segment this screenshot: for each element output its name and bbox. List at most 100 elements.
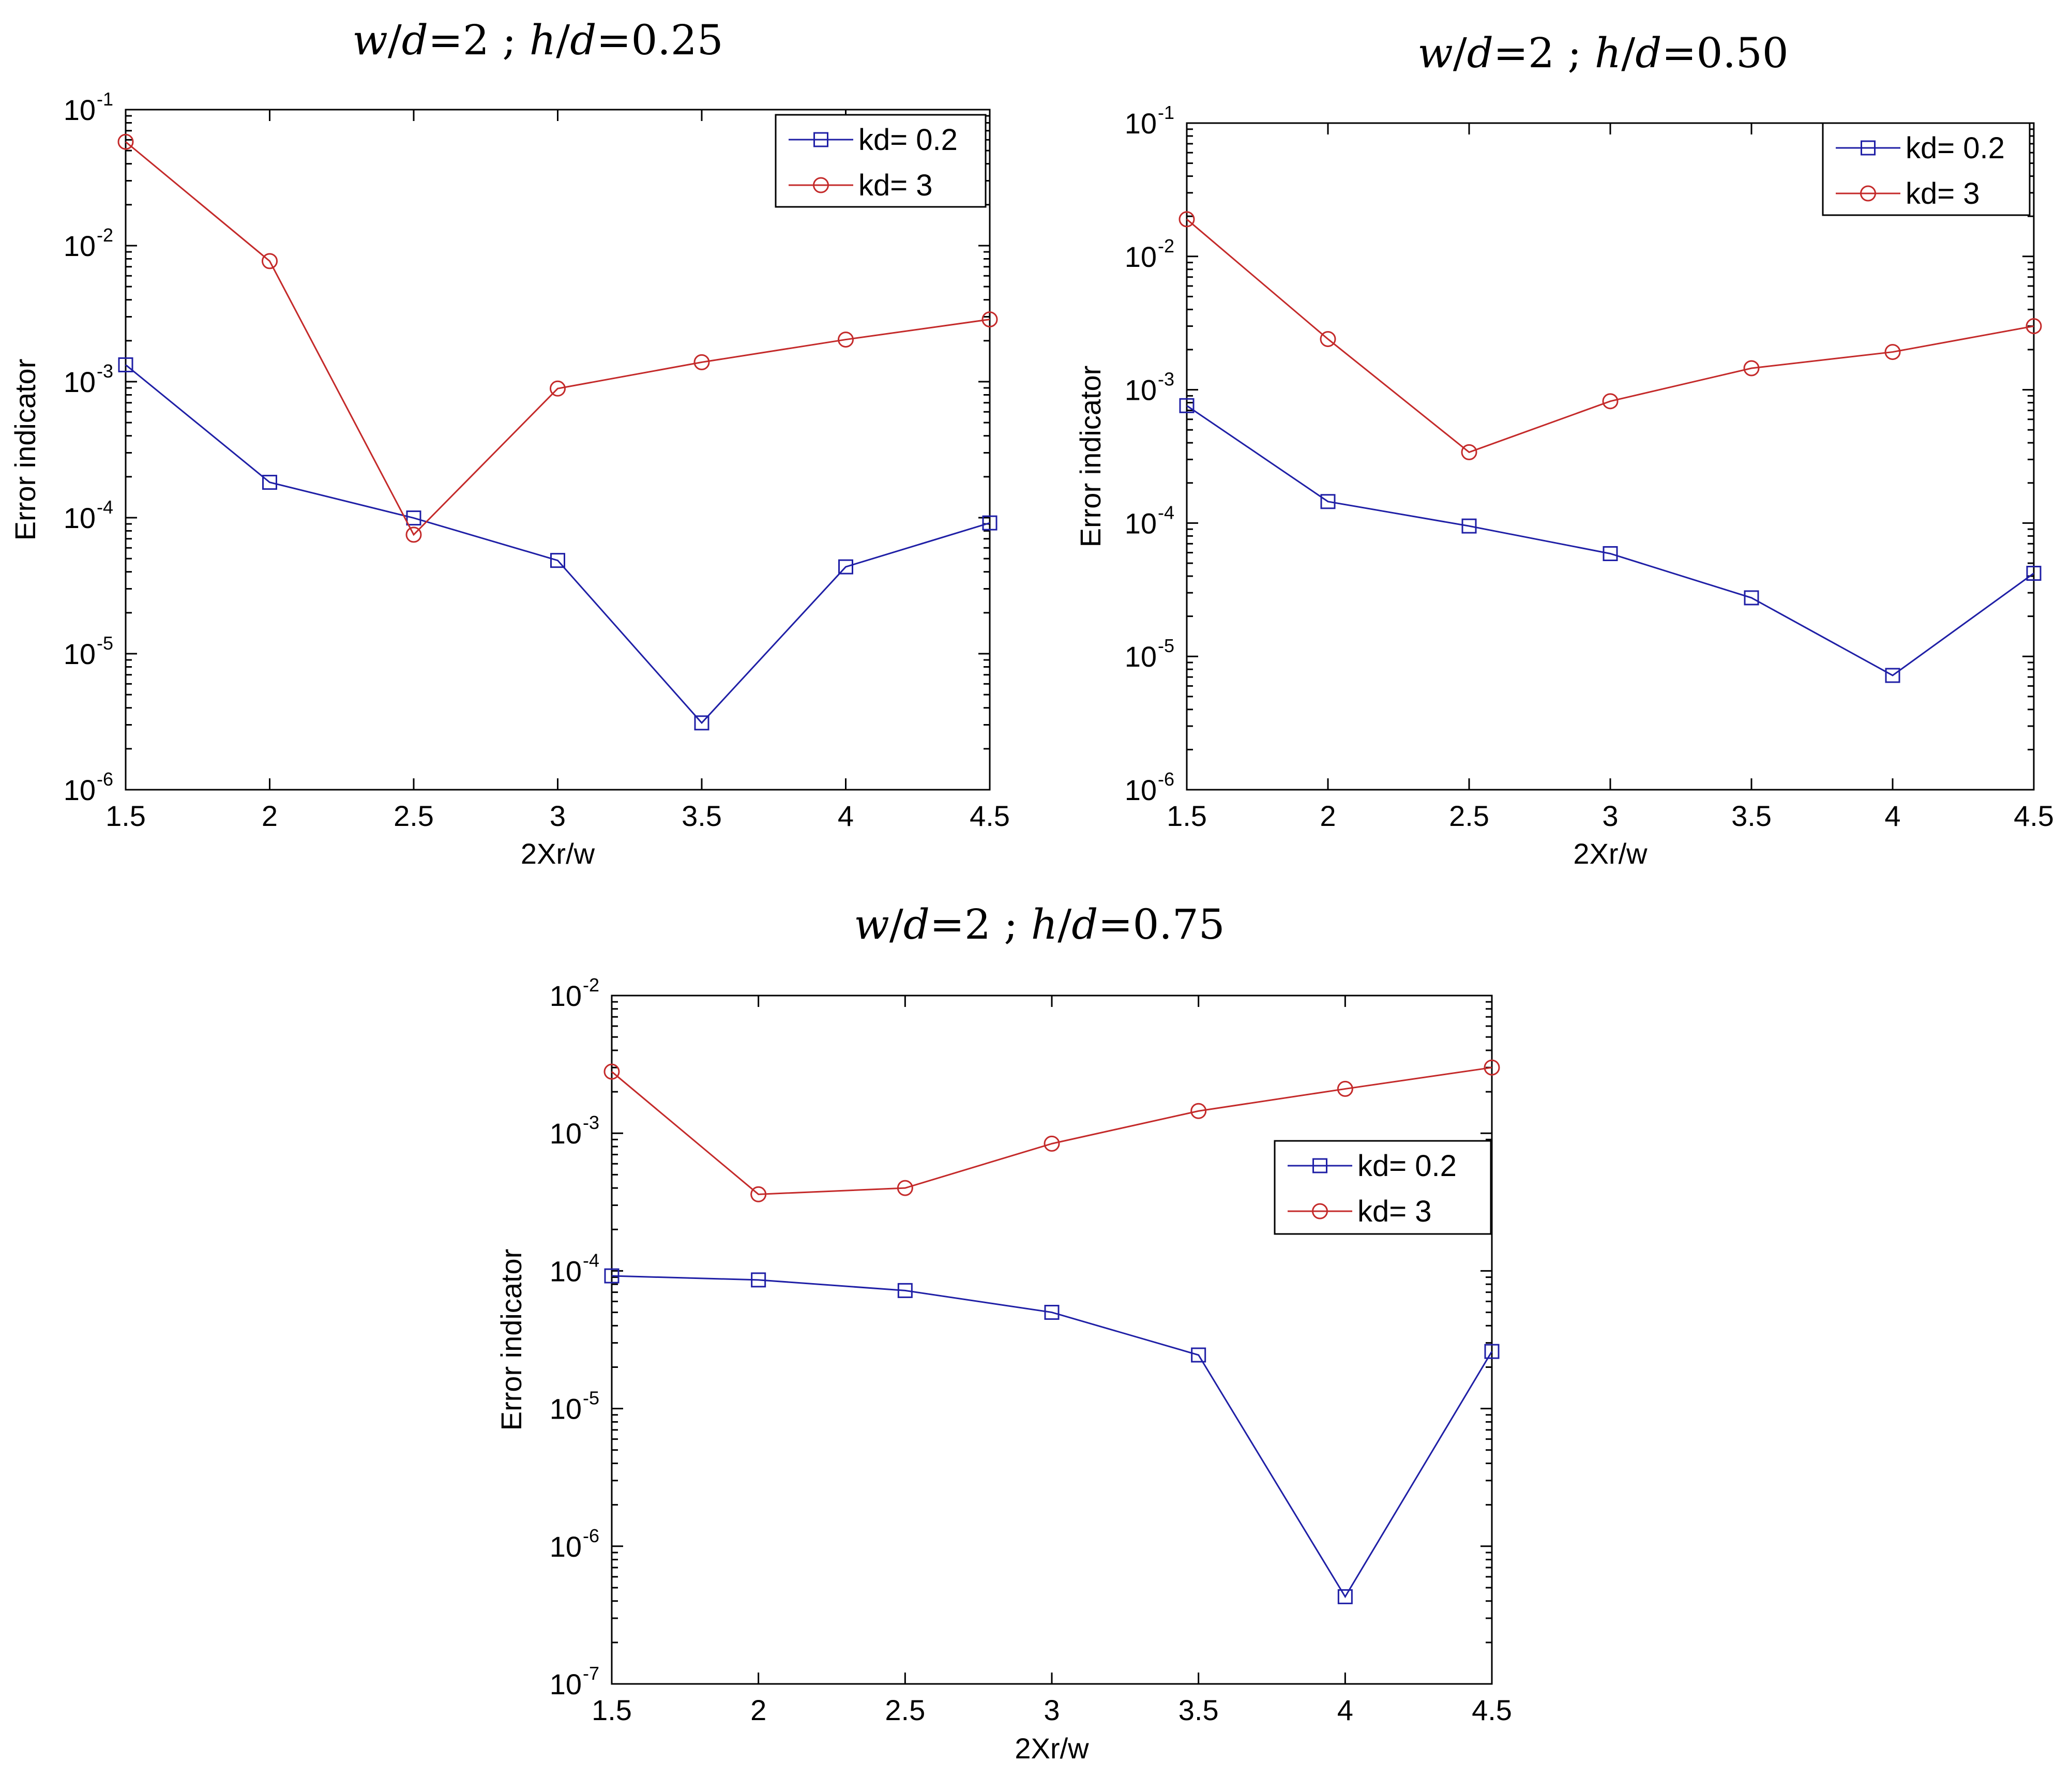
data-point-kd-02 bbox=[406, 510, 421, 526]
y-tick-label: 10 bbox=[64, 230, 96, 262]
chart-title-part: d bbox=[402, 16, 428, 64]
y-axis-label: Error indicator bbox=[9, 359, 41, 541]
y-tick-label: 10 bbox=[1125, 374, 1157, 406]
chart-title-part: =2 ; bbox=[1493, 29, 1595, 77]
series-line-kd-3 bbox=[611, 1066, 1492, 1195]
x-tick-label: 2 bbox=[1320, 800, 1336, 832]
y-tick-label: 10 bbox=[1125, 774, 1157, 806]
x-axis-label: 2Xr/w bbox=[1573, 837, 1648, 870]
x-tick-label: 4 bbox=[1884, 800, 1900, 832]
chart-title-part: / bbox=[1453, 29, 1467, 77]
chart-title-part: / bbox=[889, 900, 903, 948]
y-tick-exponent: -2 bbox=[97, 224, 113, 246]
x-tick-label: 2.5 bbox=[885, 1694, 925, 1726]
series-line-kd-3 bbox=[125, 141, 990, 536]
chart-title-part: d bbox=[570, 16, 596, 64]
y-tick-label: 10 bbox=[550, 1117, 582, 1150]
x-tick-label: 4 bbox=[1337, 1694, 1353, 1726]
data-point-kd-3 bbox=[1484, 1059, 1500, 1076]
legend-label-kd-3: kd= 3 bbox=[1357, 1195, 1432, 1228]
data-point-kd-3 bbox=[2026, 318, 2042, 335]
x-tick-label: 3 bbox=[1044, 1694, 1060, 1726]
chart-title-part: / bbox=[388, 16, 402, 64]
data-point-kd-3 bbox=[1178, 211, 1195, 228]
plot-frame bbox=[611, 995, 1493, 1685]
chart-title-part: / bbox=[556, 16, 570, 64]
chart-title-part: h bbox=[530, 16, 556, 64]
data-point-kd-3 bbox=[1337, 1080, 1353, 1097]
legend: kd= 0.2 kd= 3 bbox=[1822, 122, 2031, 216]
legend-label-kd-02: kd= 0.2 bbox=[1357, 1149, 1457, 1183]
x-tick-label: 1.5 bbox=[1167, 800, 1207, 832]
y-tick-exponent: -6 bbox=[97, 769, 113, 790]
data-point-kd-02 bbox=[1191, 1347, 1206, 1363]
x-tick-label: 2 bbox=[750, 1694, 766, 1726]
legend-marker-kd-02 bbox=[1861, 140, 1876, 156]
chart-title-part: =0.75 bbox=[1098, 900, 1225, 948]
x-tick-label: 4.5 bbox=[970, 800, 1010, 832]
chart-title-part: =2 ; bbox=[428, 16, 530, 64]
data-point-kd-3 bbox=[1320, 331, 1336, 348]
series-line-kd-02 bbox=[125, 364, 990, 725]
data-point-kd-3 bbox=[1190, 1103, 1207, 1119]
legend: kd= 0.2 kd= 3 bbox=[775, 114, 987, 208]
chart-title-part: / bbox=[1057, 900, 1071, 948]
x-tick-label: 2.5 bbox=[1449, 800, 1489, 832]
y-tick-label: 10 bbox=[550, 1255, 582, 1287]
x-tick-label: 2 bbox=[262, 800, 278, 832]
y-tick-exponent: -3 bbox=[583, 1112, 599, 1133]
data-point-kd-3 bbox=[981, 311, 998, 328]
chart-title-part: =0.50 bbox=[1661, 29, 1788, 77]
legend-box bbox=[775, 114, 987, 208]
data-point-kd-02 bbox=[694, 715, 709, 731]
plot-frame bbox=[125, 109, 991, 791]
legend-box bbox=[1274, 1140, 1492, 1235]
x-tick-label: 1.5 bbox=[105, 800, 146, 832]
chart-title-part: w bbox=[854, 900, 889, 948]
y-tick-exponent: -2 bbox=[583, 974, 599, 996]
data-point-kd-02 bbox=[262, 475, 277, 490]
y-axis-label: Error indicator bbox=[495, 1249, 527, 1431]
data-point-kd-02 bbox=[1603, 546, 1618, 561]
data-point-kd-3 bbox=[405, 526, 422, 543]
y-tick-label: 10 bbox=[550, 980, 582, 1012]
chart-title-part: w bbox=[1417, 29, 1453, 77]
legend: kd= 0.2 kd= 3 bbox=[1274, 1140, 1492, 1235]
chart-title-part: / bbox=[1621, 29, 1635, 77]
y-tick-exponent: -7 bbox=[583, 1663, 599, 1684]
x-tick-label: 3.5 bbox=[682, 800, 722, 832]
data-point-kd-02 bbox=[838, 559, 853, 575]
x-tick-label: 3 bbox=[1602, 800, 1618, 832]
data-point-kd-02 bbox=[550, 553, 565, 568]
chart-title-part: d bbox=[1071, 900, 1098, 948]
data-point-kd-3 bbox=[838, 332, 854, 348]
data-point-kd-3 bbox=[603, 1063, 620, 1080]
data-point-kd-02 bbox=[1179, 398, 1195, 413]
y-tick-label: 10 bbox=[550, 1393, 582, 1425]
chart-panel-hd-075: w/d=2 ; h/d=0.7510-710-610-510-410-310-2… bbox=[495, 900, 1512, 1765]
data-point-kd-02 bbox=[118, 357, 133, 372]
x-tick-label: 2.5 bbox=[394, 800, 434, 832]
chart-title-part: d bbox=[1635, 29, 1661, 77]
y-tick-exponent: -4 bbox=[583, 1249, 599, 1271]
legend-box bbox=[1822, 122, 2031, 216]
chart-title: w/d=2 ; h/d=0.50 bbox=[1417, 29, 1788, 77]
series-line-kd-3 bbox=[1186, 218, 2034, 454]
y-tick-exponent: -6 bbox=[1158, 769, 1174, 790]
y-tick-label: 10 bbox=[64, 366, 96, 398]
data-point-kd-02 bbox=[1461, 518, 1477, 534]
data-point-kd-02 bbox=[2026, 566, 2042, 581]
y-tick-exponent: -6 bbox=[583, 1525, 599, 1546]
data-point-kd-02 bbox=[897, 1283, 913, 1298]
chart-title-part: =0.25 bbox=[596, 16, 723, 64]
y-tick-label: 10 bbox=[550, 1668, 582, 1700]
data-point-kd-3 bbox=[1044, 1135, 1060, 1152]
y-tick-label: 10 bbox=[550, 1530, 582, 1563]
x-tick-label: 3.5 bbox=[1178, 1694, 1219, 1726]
chart-panel-hd-050: w/d=2 ; h/d=0.5010-610-510-410-310-210-1… bbox=[1074, 29, 2054, 870]
y-tick-exponent: -5 bbox=[1158, 635, 1174, 656]
y-tick-label: 10 bbox=[1125, 240, 1157, 273]
x-tick-label: 4.5 bbox=[2014, 800, 2054, 832]
legend-label-kd-02: kd= 0.2 bbox=[1906, 131, 2005, 165]
legend-marker-kd-3 bbox=[1860, 185, 1876, 202]
